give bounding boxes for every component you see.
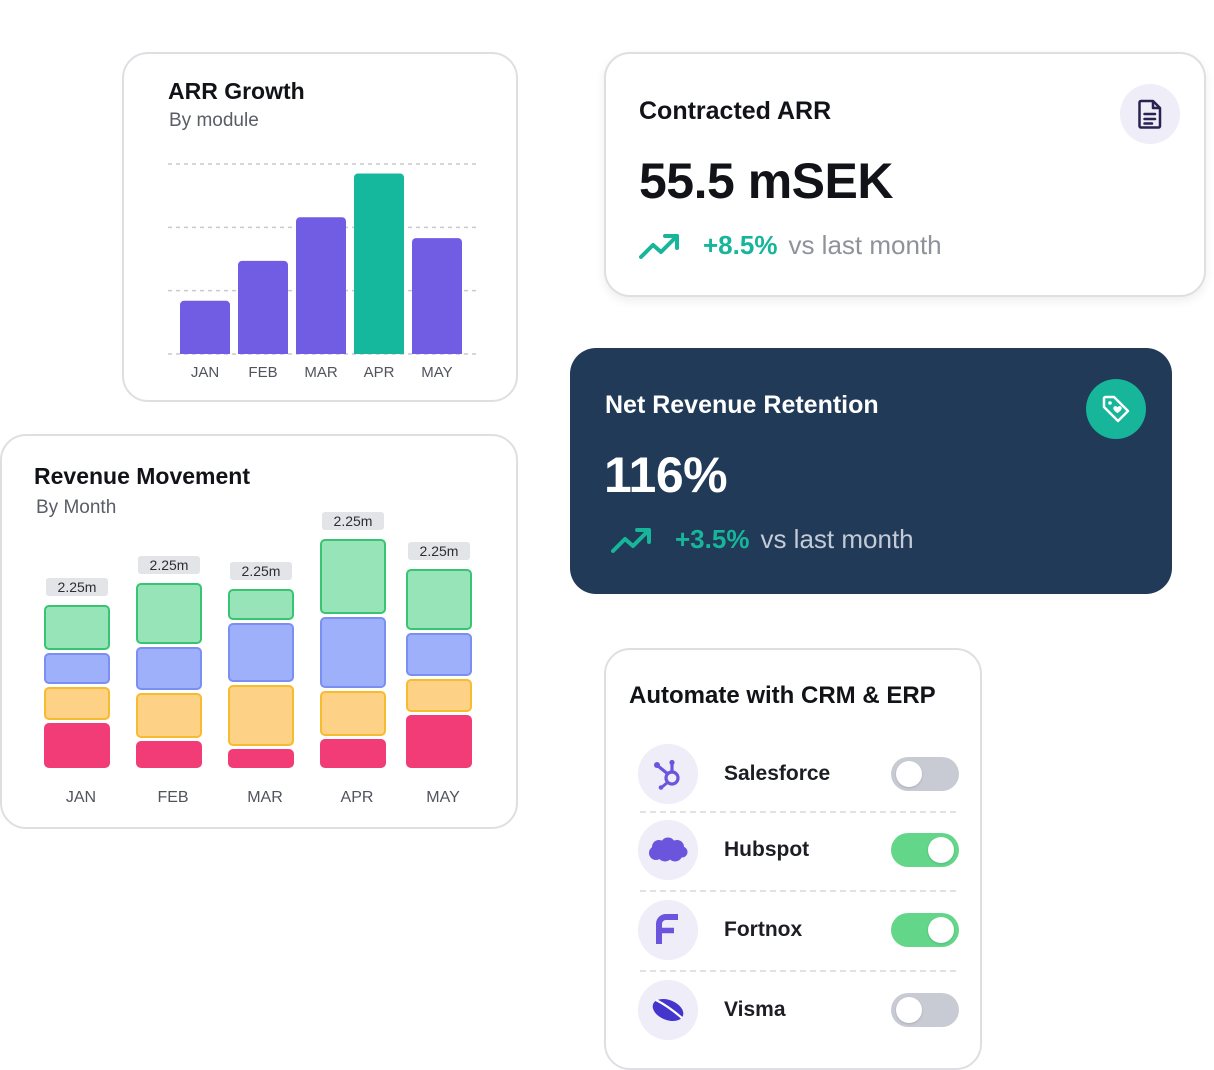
stack-segment-feb-1 bbox=[136, 693, 202, 738]
integration-name: Salesforce bbox=[724, 762, 831, 785]
integration-row-hubspot: Hubspot bbox=[638, 818, 959, 882]
visma-toggle[interactable] bbox=[891, 993, 959, 1027]
tag-heart-icon bbox=[1086, 379, 1146, 439]
total-label-bg bbox=[322, 512, 384, 530]
toggle-knob bbox=[896, 761, 922, 787]
toggle-knob bbox=[928, 917, 954, 943]
stack-segment-mar-0 bbox=[228, 749, 294, 768]
automate-integrations-card: Automate with CRM & ERP Salesforce bbox=[604, 648, 982, 1070]
fortnox-f-icon bbox=[638, 900, 698, 960]
arr-growth-title: ARR Growth bbox=[168, 78, 305, 104]
stack-segment-may-0 bbox=[406, 715, 472, 768]
trend-up-icon bbox=[639, 233, 679, 259]
integration-name: Hubspot bbox=[724, 838, 810, 861]
toggle-knob bbox=[896, 997, 922, 1023]
fortnox-toggle[interactable] bbox=[891, 913, 959, 947]
arr-growth-subtitle: By module bbox=[169, 110, 259, 131]
trend-up-icon bbox=[611, 527, 651, 553]
x-tick-label: FEB bbox=[157, 789, 188, 806]
revenue-movement-card: Revenue Movement By Month 2.25m JAN 2.25m F… bbox=[0, 434, 518, 829]
x-tick-label: APR bbox=[364, 364, 395, 381]
arr-growth-card: ARR Growth By module JAN FEB MAR APR MAY bbox=[122, 52, 518, 402]
x-tick-label: JAN bbox=[191, 364, 219, 381]
contracted-arr-comparison: vs last month bbox=[788, 230, 942, 260]
x-tick-label: JAN bbox=[66, 789, 96, 806]
total-label-bg bbox=[408, 542, 470, 560]
salesforce-cloud-icon bbox=[638, 820, 698, 880]
revenue-movement-chart: 2.25m JAN 2.25m FEB 2.25m MAR 2.25m APR 2.25m MAY bbox=[44, 512, 472, 806]
row-divider bbox=[640, 890, 956, 892]
nrr-trend: +3.5% vs last month bbox=[611, 524, 914, 555]
salesforce-toggle[interactable] bbox=[891, 757, 959, 791]
revenue-movement-title: Revenue Movement bbox=[34, 463, 251, 489]
total-label-bg bbox=[230, 562, 292, 580]
stack-segment-mar-3 bbox=[228, 589, 294, 620]
net-revenue-retention-card: Net Revenue Retention 116% +3.5% vs last… bbox=[570, 348, 1172, 594]
x-tick-label: MAR bbox=[247, 789, 283, 806]
stack-segment-jan-3 bbox=[44, 605, 110, 650]
toggle-knob bbox=[928, 837, 954, 863]
stack-segment-feb-3 bbox=[136, 583, 202, 644]
stack-segment-may-1 bbox=[406, 679, 472, 712]
bar-apr bbox=[354, 173, 404, 354]
stack-segment-may-3 bbox=[406, 569, 472, 630]
revenue-movement-subtitle: By Month bbox=[36, 497, 117, 518]
arr-growth-chart: JAN FEB MAR APR MAY bbox=[168, 163, 480, 381]
stack-segment-apr-3 bbox=[320, 539, 386, 614]
row-divider bbox=[640, 811, 956, 813]
integration-name: Visma bbox=[724, 998, 786, 1021]
x-tick-label: FEB bbox=[248, 364, 277, 381]
visma-leaf-icon bbox=[638, 980, 698, 1040]
document-icon bbox=[1120, 84, 1180, 144]
total-label: 2.25m bbox=[58, 579, 97, 595]
x-tick-label: MAY bbox=[426, 789, 460, 806]
contracted-arr-trend: +8.5% vs last month bbox=[639, 230, 942, 261]
stack-segment-apr-0 bbox=[320, 739, 386, 768]
bar-feb bbox=[238, 260, 288, 354]
integration-row-visma: Visma bbox=[638, 978, 959, 1042]
bar-mar bbox=[296, 217, 346, 354]
contracted-arr-card: Contracted ARR 55.5 mSEK +8.5% vs last m… bbox=[604, 52, 1206, 297]
hubspot-sprocket-icon bbox=[638, 744, 698, 804]
x-tick-label: MAR bbox=[304, 364, 338, 381]
x-tick-label: APR bbox=[341, 789, 374, 806]
integration-row-fortnox: Fortnox bbox=[638, 898, 959, 962]
contracted-arr-title: Contracted ARR bbox=[639, 97, 832, 125]
total-label-bg bbox=[138, 556, 200, 574]
hubspot-toggle[interactable] bbox=[891, 833, 959, 867]
bar-jan bbox=[180, 300, 230, 354]
stack-segment-feb-2 bbox=[136, 647, 202, 690]
nrr-value: 116% bbox=[604, 447, 728, 503]
contracted-arr-change: +8.5% bbox=[703, 230, 778, 260]
integration-name: Fortnox bbox=[724, 918, 803, 941]
nrr-title: Net Revenue Retention bbox=[605, 391, 879, 419]
bar-may bbox=[412, 238, 462, 354]
stack-segment-mar-1 bbox=[228, 685, 294, 746]
total-label-bg bbox=[46, 578, 108, 596]
total-label: 2.25m bbox=[334, 513, 373, 529]
row-divider bbox=[640, 970, 956, 972]
stack-segment-mar-2 bbox=[228, 623, 294, 682]
automate-title: Automate with CRM & ERP bbox=[629, 682, 936, 709]
total-label: 2.25m bbox=[150, 557, 189, 573]
x-tick-label: MAY bbox=[421, 364, 452, 381]
stack-segment-may-2 bbox=[406, 633, 472, 676]
stack-segment-jan-2 bbox=[44, 653, 110, 684]
nrr-comparison: vs last month bbox=[760, 524, 914, 554]
stack-segment-jan-1 bbox=[44, 687, 110, 720]
stack-segment-apr-1 bbox=[320, 691, 386, 736]
contracted-arr-value: 55.5 mSEK bbox=[639, 153, 893, 209]
stack-segment-apr-2 bbox=[320, 617, 386, 688]
stack-segment-feb-0 bbox=[136, 741, 202, 768]
total-label: 2.25m bbox=[420, 543, 459, 559]
total-label: 2.25m bbox=[242, 563, 281, 579]
stack-segment-jan-0 bbox=[44, 723, 110, 768]
integration-row-salesforce: Salesforce bbox=[638, 742, 959, 806]
nrr-change: +3.5% bbox=[675, 524, 750, 554]
